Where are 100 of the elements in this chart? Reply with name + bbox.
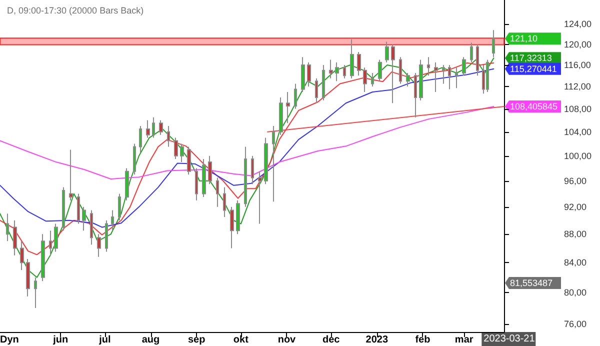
x-tick-label: nov: [278, 334, 296, 346]
x-tick-label: jun: [52, 334, 68, 346]
y-tick-label: 76,00: [564, 318, 587, 329]
candlestick: [279, 97, 283, 136]
candlestick: [419, 59, 423, 101]
candlestick: [343, 64, 346, 79]
candlestick: [357, 51, 361, 76]
candlestick: [236, 200, 240, 235]
candlestick: [174, 137, 178, 160]
candlestick: [427, 56, 430, 76]
text: D, 09:00-17:30 (20000 Bars Back): [7, 6, 144, 16]
candlestick: [258, 170, 262, 224]
candlestick: [202, 158, 206, 198]
candlestick: [476, 44, 479, 76]
candlestick: [329, 59, 333, 79]
candlestick: [307, 62, 311, 88]
text: 81,553487: [510, 278, 553, 288]
y-tick-label: 100,00: [564, 150, 592, 161]
y-tick-label: 120,00: [564, 39, 592, 50]
x-tick-label: jul: [98, 334, 111, 346]
y-tick-label: 116,00: [564, 60, 591, 70]
y-tick-label: 104,00: [564, 126, 592, 137]
candlestick: [272, 126, 275, 202]
candlestick: [167, 126, 170, 148]
candlestick: [97, 234, 101, 258]
annotation: 117,32313: [510, 53, 552, 64]
candlestick: [406, 72, 410, 88]
candlestick: [34, 276, 37, 308]
candlestick: [286, 92, 290, 124]
x-tick-label: sep: [188, 334, 206, 346]
line-series: [0, 106, 494, 180]
candlestick: [223, 186, 226, 218]
candlestick: [462, 56, 466, 76]
y-tick-label: 112,00: [564, 82, 591, 92]
x-tick-label: dec: [322, 334, 340, 346]
candlestick: [378, 59, 382, 82]
candlestick: [49, 230, 52, 256]
candlestick: [41, 234, 45, 282]
y-tick-label: 92,00: [564, 202, 587, 212]
candlestick: [54, 223, 58, 252]
candlestick: [363, 67, 367, 92]
candlestick: [20, 240, 24, 270]
annotation: 108,405845: [510, 101, 558, 112]
candlestick: [62, 186, 65, 232]
annotation: 115,270441: [510, 64, 557, 74]
candlestick: [244, 146, 247, 208]
text: Dyn: [0, 334, 19, 346]
candlestick: [82, 206, 86, 232]
candlestick: [371, 72, 374, 88]
candlestick: [470, 42, 473, 63]
candlestick: [486, 59, 489, 92]
candlestick: [335, 62, 339, 82]
candlestick: [6, 213, 9, 242]
text: 2023-03-21: [484, 334, 536, 344]
candlestick: [111, 210, 114, 232]
line-series: [0, 68, 494, 228]
y-tick-label: 80,00: [564, 287, 587, 298]
candlestick: [434, 62, 438, 92]
candlestick: [77, 193, 80, 224]
candlestick: [187, 146, 191, 176]
x-tick-label: aug: [142, 334, 160, 346]
candlestick: [251, 155, 254, 185]
candlestick: [13, 220, 17, 256]
candlestick: [385, 41, 389, 63]
candlestick: [133, 143, 136, 176]
candlestick: [315, 78, 318, 104]
candlestick: [448, 64, 451, 90]
y-tick-label: 84,00: [564, 258, 587, 268]
candlestick: [152, 116, 155, 138]
candlestick: [146, 120, 150, 138]
candlestick: [90, 210, 93, 246]
y-tick-label: 88,00: [564, 229, 587, 240]
y-tick-label: 124,00: [564, 19, 592, 30]
candlestick: [492, 30, 495, 58]
candlestick: [301, 56, 305, 92]
candlestick: [125, 168, 129, 201]
candlestick: [414, 72, 417, 118]
candlestick: [216, 177, 219, 208]
y-tick-label: 108,00: [564, 104, 592, 114]
x-tick-label: okt: [233, 334, 250, 346]
candlestick: [180, 143, 184, 163]
x-tick-label: feb: [415, 334, 430, 346]
candlestick: [195, 168, 198, 201]
annotation: 121,10: [510, 34, 538, 44]
candlestick: [322, 64, 325, 101]
candlestick: [399, 56, 402, 84]
candlestick: [455, 67, 458, 89]
candlestick: [230, 206, 234, 249]
candlestick: [105, 220, 108, 252]
candlestick: [69, 149, 73, 201]
candlestick: [118, 193, 121, 221]
y-tick-label: 96,00: [564, 176, 587, 186]
candlestick: [208, 155, 212, 185]
candlestick: [442, 64, 445, 84]
candlestick: [294, 83, 297, 110]
candlestick: [139, 126, 142, 154]
candlestick: [391, 44, 395, 104]
x-tick-label: mar: [454, 334, 474, 346]
x-tick-label: 2023: [366, 334, 388, 346]
candlestick: [350, 38, 354, 79]
